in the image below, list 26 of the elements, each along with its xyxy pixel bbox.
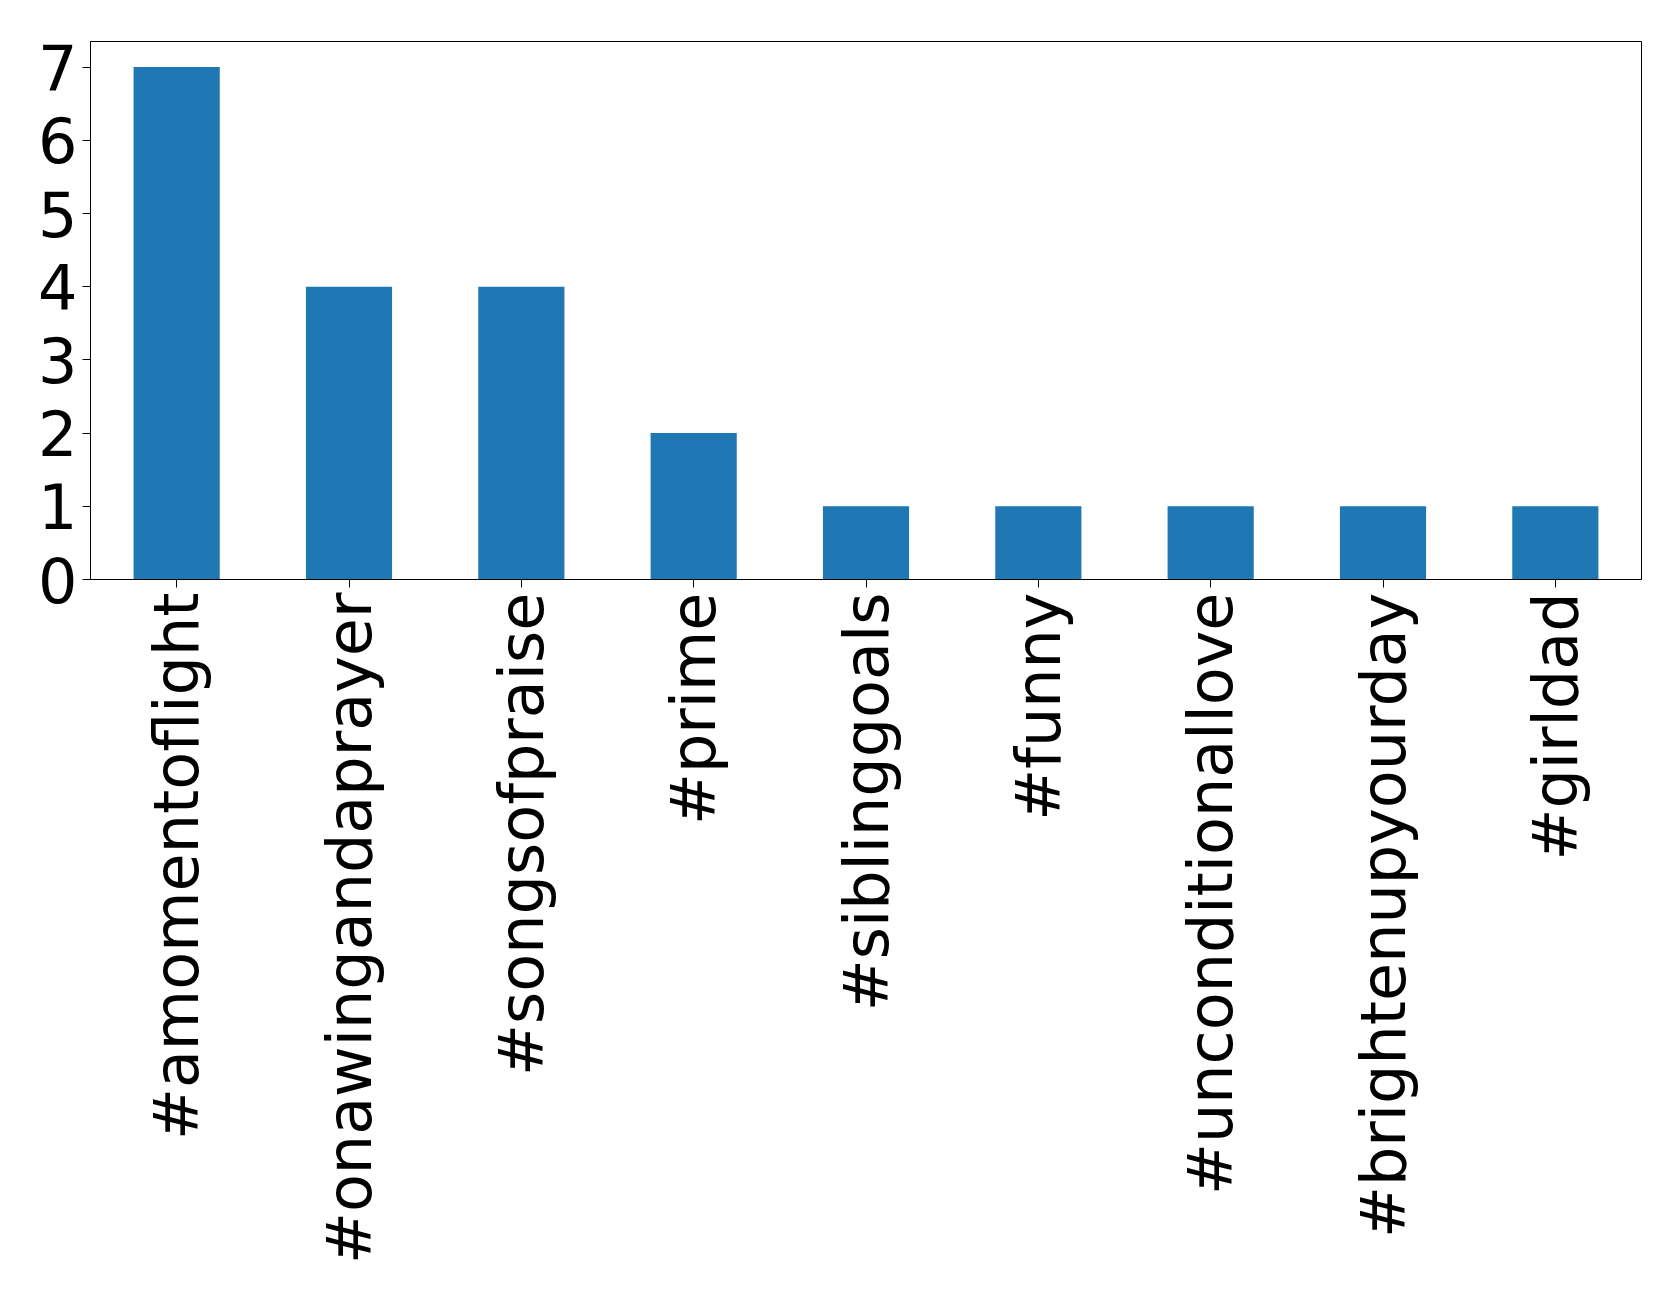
y-tick-label: 7	[38, 32, 78, 106]
bar	[133, 67, 220, 580]
x-tick-label: #onawingandaprayer	[312, 591, 386, 1265]
bar	[995, 506, 1082, 580]
x-tick-label: #prime	[657, 592, 731, 826]
bar	[1339, 506, 1427, 580]
y-tick-label: 4	[38, 251, 78, 325]
bar	[650, 433, 737, 580]
bar	[305, 286, 393, 580]
bar	[478, 286, 565, 580]
x-tick-label: #amomentoflight	[140, 592, 214, 1141]
bar	[1167, 506, 1254, 580]
y-tick-label: 3	[38, 324, 78, 398]
x-tick-label: #siblinggoals	[829, 592, 903, 1012]
y-tick-label: 0	[38, 544, 78, 618]
x-tick-label: #songsofpraise	[484, 592, 558, 1076]
x-tick-label: #unconditionallove	[1174, 592, 1248, 1195]
x-tick-label: #funny	[1001, 592, 1075, 821]
y-tick-label: 6	[38, 105, 78, 179]
x-tick-label: #girldad	[1518, 592, 1592, 861]
y-tick-label: 2	[38, 398, 78, 472]
bar	[822, 506, 910, 580]
y-tick-label: 1	[38, 471, 78, 545]
y-tick-label: 5	[38, 178, 78, 252]
bar	[1512, 506, 1599, 580]
x-tick-label: #brightenupyourday	[1346, 592, 1420, 1238]
